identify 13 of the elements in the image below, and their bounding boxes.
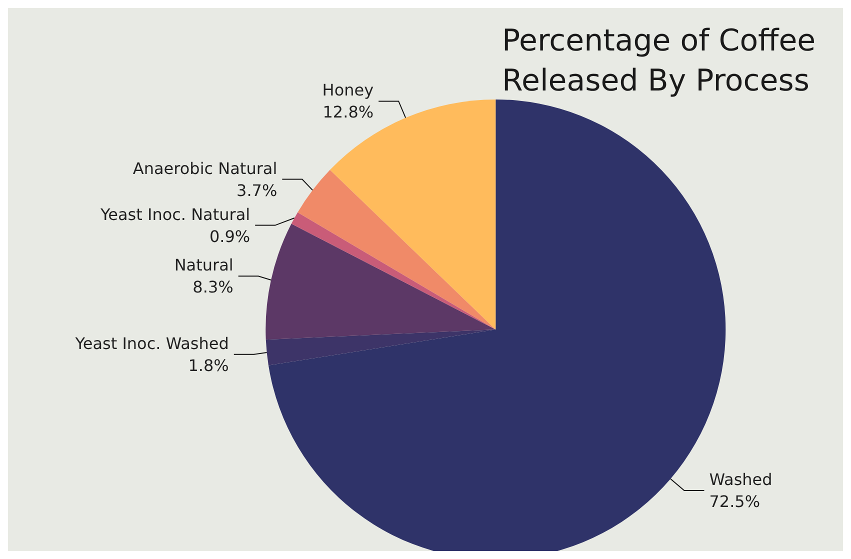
data-label: 1.8% <box>188 356 229 375</box>
data-label: 3.7% <box>236 180 278 200</box>
data-label: 0.9% <box>209 226 250 246</box>
slice-label: Washed <box>709 470 772 490</box>
data-label: 12.8% <box>322 102 374 122</box>
slice-label: Natural <box>174 256 234 275</box>
slice-label: Yeast Inoc. Natural <box>99 204 250 224</box>
chart-title: Percentage of Coffee Released By Process <box>502 24 826 98</box>
slice-label: Honey <box>322 80 374 100</box>
slice-label: Anaerobic Natural <box>132 158 278 178</box>
slice-label: Yeast Inoc. Washed <box>74 334 229 353</box>
data-label: 8.3% <box>192 278 234 297</box>
data-label: 72.5% <box>709 492 760 512</box>
